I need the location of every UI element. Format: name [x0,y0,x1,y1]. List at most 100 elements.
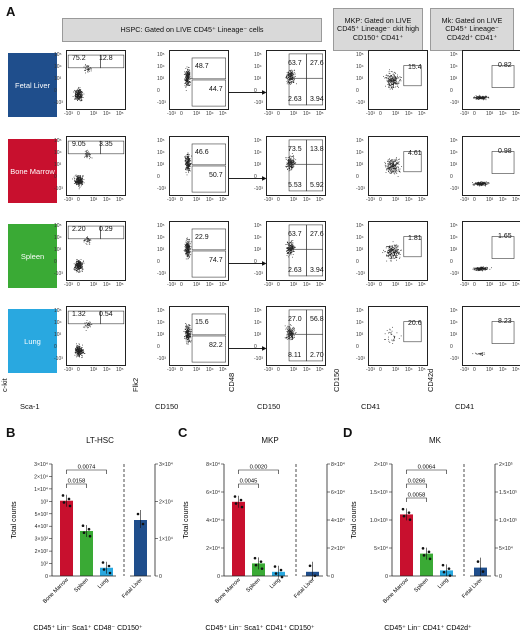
data-point [274,572,278,575]
flow-plot-fetal-liver-cd150-cd48 [266,50,326,110]
significance-bracket [238,469,279,474]
bar-bone-marrow [400,514,413,576]
y-tick-label: 0 [356,88,359,94]
x-tick-label: 10³ [392,197,400,203]
gate-value: 15.4 [408,64,422,71]
axis-label-cd150-col2: CD150 [155,402,179,411]
y-tick-label: 10⁴ [54,64,62,70]
y-tick-label: -10³ [356,271,365,277]
x-tick-label: 0 [473,367,476,373]
chart-d-title: MK [429,436,441,445]
y-tick-label: 10⁵ [54,308,62,314]
gate-value: 20.6 [408,320,422,327]
gate-value: 63.7 [288,231,302,238]
gate-value: 8.11 [288,352,302,359]
right-y-tick-label: 1.5×10⁵ [499,490,517,496]
data-point [81,524,85,528]
x-tick-label: 10⁵ [418,367,426,373]
y-axis-title: Total counts [183,501,190,539]
x-tick-label: Lung [97,577,110,590]
flow-plot-fetal-liver-cd41-cd42d [462,50,520,110]
y-tick-label: 10⁵ [450,52,458,58]
data-point [279,568,283,572]
y-tick-label: -10³ [356,356,365,362]
gate-value: 1.81 [408,235,422,242]
x-tick-label: -10³ [167,367,176,373]
x-tick-label: 10⁴ [303,282,311,288]
p-value: 0.0020 [250,465,268,471]
right-y-tick-label: 3×10⁴ [159,462,173,468]
y-tick-label: 4×10⁴ [206,518,220,524]
chart-c-title: MKP [261,436,279,445]
flow-plot-bone-marrow-cd150-flk2 [169,136,229,196]
x-tick-label: Spleen [73,577,90,594]
data-point [408,518,412,521]
y-tick-label: 2×10⁵ [374,462,388,468]
y-tick-label: 10⁴ [356,235,364,241]
data-point [136,512,140,516]
y-tick-label: 0 [157,88,160,94]
data-point [441,563,445,567]
x-tick-label: 10⁵ [219,111,227,117]
y-tick-label: 0 [450,259,453,265]
data-point [421,547,425,550]
x-axis-title: CD45⁺ Lin⁻ Sca1⁺ CD41⁺ CD150⁺ [205,625,314,632]
mkp-header: MKP: Gated on LIVE CD45⁺ Lineage⁻ ckit h… [333,8,423,51]
data-point [280,575,284,579]
y-tick-label: 10⁵ [356,138,364,144]
y-tick-label: 10⁵ [254,308,262,314]
x-tick-label: Spleen [245,577,262,594]
x-tick-label: 10⁵ [316,197,324,203]
gate-value: 5.53 [288,182,302,189]
flow-plot-spleen-cd150-cd48 [266,221,326,281]
x-tick-label: -10³ [167,111,176,117]
x-tick-label: 10⁵ [512,111,520,117]
gate-value: 2.63 [288,267,302,274]
x-tick-label: 0 [379,367,382,373]
axis-label-cd41-col4: CD41 [361,402,381,411]
gate-value: 15.6 [195,319,209,326]
x-tick-label: 10³ [193,197,201,203]
y-tick-label: 10⁴ [450,320,458,326]
x-tick-label: 10⁴ [206,197,214,203]
x-tick-label: -10³ [366,111,375,117]
y-tick-label: 1.0×10⁵ [370,518,388,524]
data-point [240,505,244,509]
significance-bracket [406,483,427,488]
data-point [101,561,105,564]
gate-value: 46.6 [195,149,209,156]
right-y-tick-label: 0 [499,574,502,580]
arrow-head-icon: ▶ [262,261,267,267]
y-tick-label: 4×10² [35,524,49,530]
y-tick-label: 0 [254,174,257,180]
x-tick-label: 10⁵ [316,111,324,117]
gate-value: 5.92 [310,182,324,189]
x-tick-label: -10³ [264,111,273,117]
x-tick-label: -10³ [264,197,273,203]
gate-value: 2.20 [72,226,86,233]
x-tick-label: 10⁴ [303,197,311,203]
flow-plot-spleen-cd41-cd42d [462,221,520,281]
flow-plot-bone-marrow-sca1-ckit [66,136,126,196]
x-tick-label: 0 [473,197,476,203]
gate-value: 0.54 [99,311,113,318]
x-tick-label: 10³ [486,282,494,288]
x-tick-label: -10³ [460,282,469,288]
y-tick-label: 0 [45,574,48,580]
y-tick-label: 10⁴ [54,320,62,326]
y-tick-label: 0 [217,574,220,580]
x-tick-label: 10⁴ [499,367,507,373]
data-point [108,571,112,575]
x-tick-label: -10³ [366,367,375,373]
y-tick-label: -10³ [254,356,263,362]
y-axis-title: Total counts [11,501,18,539]
y-tick-label: -10³ [450,186,459,192]
y-tick-label: 10⁵ [157,223,165,229]
gate-value: 4.61 [408,150,422,157]
x-tick-label: 10⁴ [103,111,111,117]
data-point [442,570,446,574]
x-tick-label: 0 [277,282,280,288]
y-tick-label: -10³ [157,186,166,192]
axis-label-cd150-col3: CD150 [257,402,281,411]
x-tick-label: 10⁵ [219,367,227,373]
